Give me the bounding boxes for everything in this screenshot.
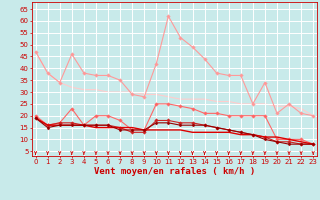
X-axis label: Vent moyen/en rafales ( km/h ): Vent moyen/en rafales ( km/h ) [94, 167, 255, 176]
